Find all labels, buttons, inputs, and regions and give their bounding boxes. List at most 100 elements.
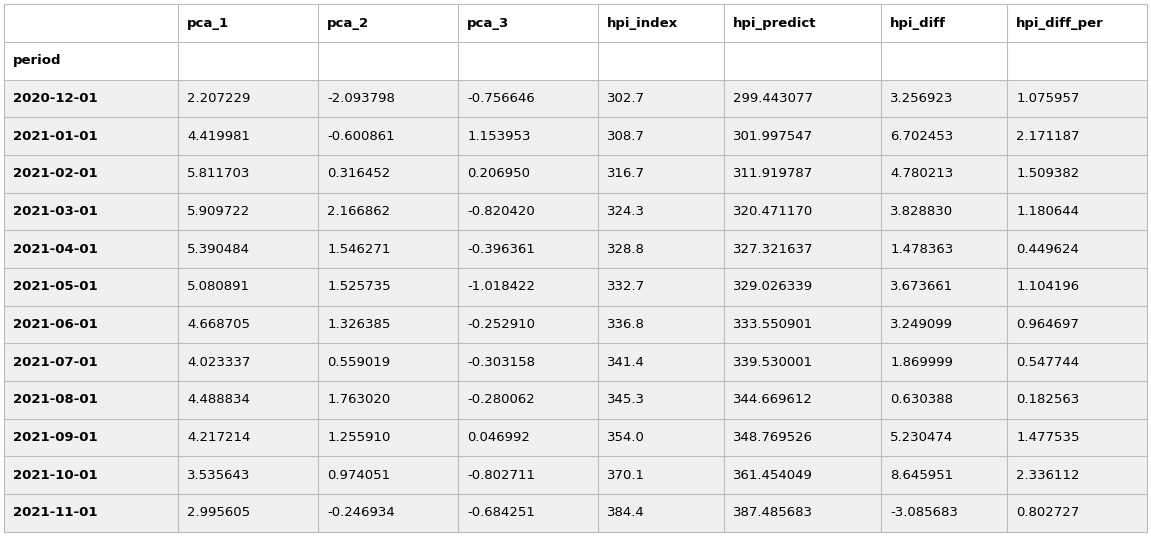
Text: 341.4: 341.4 bbox=[607, 356, 645, 369]
Text: 0.206950: 0.206950 bbox=[467, 167, 531, 180]
Text: 4.780213: 4.780213 bbox=[890, 167, 953, 180]
Text: 1.509382: 1.509382 bbox=[1016, 167, 1080, 180]
Text: 4.668705: 4.668705 bbox=[188, 318, 250, 331]
Text: 0.547744: 0.547744 bbox=[1016, 356, 1080, 369]
Text: 2021-06-01: 2021-06-01 bbox=[14, 318, 98, 331]
Text: -3.085683: -3.085683 bbox=[890, 507, 958, 519]
Text: 2021-11-01: 2021-11-01 bbox=[14, 507, 98, 519]
Text: 0.182563: 0.182563 bbox=[1016, 393, 1080, 406]
Text: 308.7: 308.7 bbox=[607, 130, 645, 143]
Text: 4.488834: 4.488834 bbox=[188, 393, 250, 406]
Text: 387.485683: 387.485683 bbox=[733, 507, 813, 519]
Bar bbox=[5, 419, 1146, 457]
Text: pca_2: pca_2 bbox=[327, 17, 369, 29]
Text: 1.763020: 1.763020 bbox=[327, 393, 390, 406]
Text: -0.246934: -0.246934 bbox=[327, 507, 395, 519]
Text: pca_3: pca_3 bbox=[467, 17, 510, 29]
Text: -2.093798: -2.093798 bbox=[327, 92, 395, 105]
Text: -0.600861: -0.600861 bbox=[327, 130, 395, 143]
Text: 8.645951: 8.645951 bbox=[890, 469, 953, 482]
Text: 384.4: 384.4 bbox=[607, 507, 645, 519]
Text: 2021-01-01: 2021-01-01 bbox=[14, 130, 98, 143]
Text: 3.256923: 3.256923 bbox=[890, 92, 954, 105]
Text: 2021-05-01: 2021-05-01 bbox=[14, 280, 98, 293]
Text: 5.909722: 5.909722 bbox=[188, 205, 251, 218]
Text: 3.249099: 3.249099 bbox=[890, 318, 953, 331]
Text: -0.684251: -0.684251 bbox=[467, 507, 535, 519]
Text: 344.669612: 344.669612 bbox=[733, 393, 813, 406]
Bar bbox=[5, 117, 1146, 155]
Text: 332.7: 332.7 bbox=[607, 280, 645, 293]
Text: 4.419981: 4.419981 bbox=[188, 130, 250, 143]
Text: 1.180644: 1.180644 bbox=[1016, 205, 1080, 218]
Text: 2021-07-01: 2021-07-01 bbox=[14, 356, 98, 369]
Text: 345.3: 345.3 bbox=[607, 393, 645, 406]
Bar bbox=[5, 306, 1146, 344]
Text: 1.477535: 1.477535 bbox=[1016, 431, 1080, 444]
Bar bbox=[5, 457, 1146, 494]
Text: -1.018422: -1.018422 bbox=[467, 280, 535, 293]
Text: -0.756646: -0.756646 bbox=[467, 92, 535, 105]
Text: 2021-03-01: 2021-03-01 bbox=[14, 205, 98, 218]
Text: 5.080891: 5.080891 bbox=[188, 280, 250, 293]
Text: 5.230474: 5.230474 bbox=[890, 431, 953, 444]
Text: 0.630388: 0.630388 bbox=[890, 393, 953, 406]
Text: -0.820420: -0.820420 bbox=[467, 205, 535, 218]
Text: 6.702453: 6.702453 bbox=[890, 130, 953, 143]
Text: -0.303158: -0.303158 bbox=[467, 356, 535, 369]
Text: 1.326385: 1.326385 bbox=[327, 318, 390, 331]
Text: 320.471170: 320.471170 bbox=[733, 205, 813, 218]
Text: 2021-02-01: 2021-02-01 bbox=[14, 167, 98, 180]
Text: 2.995605: 2.995605 bbox=[188, 507, 251, 519]
Text: 0.974051: 0.974051 bbox=[327, 469, 390, 482]
Text: -0.252910: -0.252910 bbox=[467, 318, 535, 331]
Text: 4.023337: 4.023337 bbox=[188, 356, 251, 369]
Text: 327.321637: 327.321637 bbox=[733, 243, 814, 256]
Text: -0.396361: -0.396361 bbox=[467, 243, 535, 256]
Text: 5.811703: 5.811703 bbox=[188, 167, 251, 180]
Text: period: period bbox=[14, 54, 62, 67]
Text: 2.171187: 2.171187 bbox=[1016, 130, 1080, 143]
Text: pca_1: pca_1 bbox=[188, 17, 229, 29]
Text: 299.443077: 299.443077 bbox=[733, 92, 813, 105]
Bar bbox=[5, 494, 1146, 532]
Text: 339.530001: 339.530001 bbox=[733, 356, 813, 369]
Text: 324.3: 324.3 bbox=[607, 205, 645, 218]
Bar bbox=[5, 4, 1146, 42]
Text: 0.449624: 0.449624 bbox=[1016, 243, 1078, 256]
Text: 2.336112: 2.336112 bbox=[1016, 469, 1080, 482]
Text: 1.546271: 1.546271 bbox=[327, 243, 390, 256]
Text: 3.535643: 3.535643 bbox=[188, 469, 251, 482]
Text: 0.559019: 0.559019 bbox=[327, 356, 390, 369]
Text: hpi_diff_per: hpi_diff_per bbox=[1016, 17, 1104, 29]
Bar bbox=[5, 344, 1146, 381]
Text: 2021-08-01: 2021-08-01 bbox=[14, 393, 98, 406]
Text: 2021-09-01: 2021-09-01 bbox=[14, 431, 98, 444]
Text: 3.828830: 3.828830 bbox=[890, 205, 953, 218]
Text: 0.964697: 0.964697 bbox=[1016, 318, 1078, 331]
Text: 2021-04-01: 2021-04-01 bbox=[14, 243, 98, 256]
Text: 302.7: 302.7 bbox=[607, 92, 645, 105]
Text: 336.8: 336.8 bbox=[607, 318, 645, 331]
Text: 2.207229: 2.207229 bbox=[188, 92, 251, 105]
Text: 2021-10-01: 2021-10-01 bbox=[14, 469, 98, 482]
Text: 311.919787: 311.919787 bbox=[733, 167, 813, 180]
Text: hpi_index: hpi_index bbox=[607, 17, 678, 29]
Text: 301.997547: 301.997547 bbox=[733, 130, 813, 143]
Text: -0.802711: -0.802711 bbox=[467, 469, 535, 482]
Text: 333.550901: 333.550901 bbox=[733, 318, 813, 331]
Text: 1.153953: 1.153953 bbox=[467, 130, 531, 143]
Bar bbox=[5, 192, 1146, 230]
Text: 1.255910: 1.255910 bbox=[327, 431, 390, 444]
Text: 354.0: 354.0 bbox=[607, 431, 645, 444]
Text: 1.525735: 1.525735 bbox=[327, 280, 391, 293]
Text: 2020-12-01: 2020-12-01 bbox=[14, 92, 98, 105]
Text: 2.166862: 2.166862 bbox=[327, 205, 390, 218]
Text: 4.217214: 4.217214 bbox=[188, 431, 251, 444]
Bar bbox=[5, 230, 1146, 268]
Text: 1.869999: 1.869999 bbox=[890, 356, 953, 369]
Text: hpi_diff: hpi_diff bbox=[890, 17, 946, 29]
Text: 1.478363: 1.478363 bbox=[890, 243, 953, 256]
Text: -0.280062: -0.280062 bbox=[467, 393, 535, 406]
Text: 5.390484: 5.390484 bbox=[188, 243, 250, 256]
